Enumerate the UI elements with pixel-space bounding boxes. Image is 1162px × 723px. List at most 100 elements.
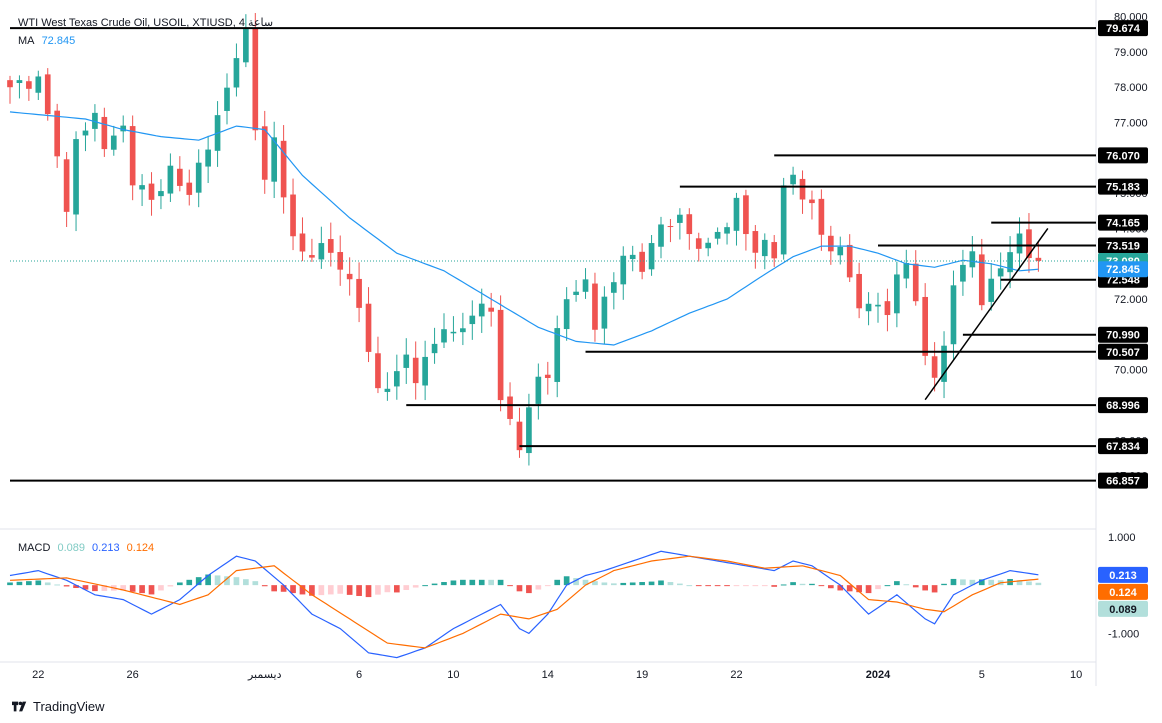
candle bbox=[894, 261, 900, 328]
candle bbox=[478, 288, 485, 333]
candle-body bbox=[544, 374, 551, 378]
level-tag-bg bbox=[1098, 472, 1148, 489]
candle-body bbox=[516, 421, 523, 451]
brand[interactable]: TradingView bbox=[12, 699, 105, 714]
macd-hist-bar bbox=[488, 579, 495, 586]
macd-hist-bar bbox=[837, 585, 844, 591]
level-tag: 76.070 bbox=[1098, 147, 1148, 164]
candle bbox=[978, 238, 985, 311]
time-tick-label: 26 bbox=[127, 669, 139, 681]
candle-body bbox=[7, 80, 13, 88]
candle-body bbox=[620, 255, 627, 285]
macd-hist-bar bbox=[988, 579, 995, 586]
candle-body bbox=[261, 126, 268, 180]
candle bbox=[299, 217, 306, 262]
candle bbox=[695, 232, 702, 262]
candle-body bbox=[205, 149, 211, 167]
candle-body bbox=[818, 198, 825, 235]
macd-hist-bar bbox=[346, 585, 353, 595]
candle bbox=[393, 354, 400, 400]
candle bbox=[384, 372, 391, 401]
candle bbox=[422, 340, 428, 401]
macd-hist-bar bbox=[422, 585, 428, 587]
candle-body bbox=[460, 328, 466, 333]
macd-hist-bar bbox=[7, 582, 13, 586]
candle bbox=[790, 166, 796, 195]
candle-body bbox=[686, 214, 693, 235]
macd-hist-bar bbox=[375, 585, 381, 595]
candle bbox=[658, 216, 664, 259]
candle-body bbox=[988, 278, 995, 302]
candle bbox=[460, 312, 466, 346]
candle-body bbox=[969, 251, 976, 268]
candle bbox=[988, 263, 995, 311]
candle bbox=[856, 262, 862, 319]
macd-hist-bar bbox=[176, 582, 183, 586]
time-tick-label: 2024 bbox=[866, 669, 891, 681]
trendline bbox=[924, 228, 1049, 401]
candle-body bbox=[92, 112, 98, 129]
candle bbox=[950, 270, 957, 361]
macd-hist-bar bbox=[554, 579, 561, 586]
candle-body bbox=[365, 303, 372, 352]
candle bbox=[412, 341, 419, 400]
candle-body bbox=[761, 239, 768, 257]
candle bbox=[960, 249, 966, 296]
macd-hist-bar bbox=[535, 585, 542, 590]
candle bbox=[733, 192, 740, 246]
candle bbox=[903, 249, 910, 289]
symbol-legend: WTI West Texas Crude Oil, USOIL, XTIUSD,… bbox=[18, 16, 277, 29]
candle-body bbox=[44, 74, 51, 115]
candle bbox=[724, 222, 730, 245]
candle bbox=[205, 135, 211, 184]
candle bbox=[224, 73, 230, 125]
candle bbox=[431, 327, 438, 364]
level-tag: 70.507 bbox=[1098, 343, 1148, 360]
level-tag-bg bbox=[1098, 326, 1148, 343]
candle-body bbox=[271, 137, 278, 182]
time-tick-label: 5 bbox=[979, 669, 985, 681]
candle-body bbox=[299, 233, 306, 252]
macd-signal-tag: 0.124 bbox=[1098, 583, 1148, 600]
candle bbox=[120, 115, 127, 143]
candle-body bbox=[780, 185, 787, 255]
macd-hist-bar bbox=[16, 581, 23, 586]
macd-hist-bar bbox=[903, 584, 910, 586]
macd-hist-bar bbox=[233, 577, 240, 586]
candle-body bbox=[318, 243, 325, 260]
macd-hist-bar bbox=[846, 585, 853, 592]
macd-hist-bar bbox=[912, 585, 919, 588]
candle bbox=[809, 190, 815, 220]
candle-body bbox=[724, 227, 730, 234]
macd-hist-bar bbox=[290, 585, 296, 594]
candle bbox=[158, 179, 164, 210]
macd-hist-bar bbox=[818, 585, 825, 587]
candle-body bbox=[73, 139, 79, 215]
macd-hist-bar bbox=[544, 585, 551, 587]
macd-line-tag-bg bbox=[1098, 566, 1148, 583]
ma-price-tag: 72.845 bbox=[1098, 261, 1148, 278]
macd-hist-bar bbox=[780, 584, 787, 586]
macd-hist-bar bbox=[1026, 581, 1032, 586]
candle-body bbox=[714, 231, 721, 239]
macd-hist-tag-bg bbox=[1098, 600, 1148, 617]
level-tag-label: 75.183 bbox=[1106, 182, 1140, 194]
candle-body bbox=[356, 278, 362, 308]
macd-hist-bar bbox=[875, 585, 881, 590]
candle-body bbox=[997, 268, 1004, 277]
candle bbox=[516, 407, 523, 458]
candle bbox=[271, 121, 278, 199]
macd-hist-bar bbox=[714, 585, 721, 587]
macd-signal-line bbox=[9, 555, 1039, 649]
candle-body bbox=[629, 254, 636, 260]
candle bbox=[610, 272, 617, 310]
macd-hist-bar bbox=[856, 585, 862, 593]
candle-body bbox=[771, 242, 778, 259]
price-tick-label: 70.000 bbox=[1114, 365, 1148, 377]
level-tag-label: 70.990 bbox=[1106, 330, 1140, 342]
macd-hist-bar bbox=[450, 580, 457, 586]
candle bbox=[573, 280, 579, 302]
candle bbox=[356, 262, 362, 323]
candle-body bbox=[563, 299, 570, 330]
